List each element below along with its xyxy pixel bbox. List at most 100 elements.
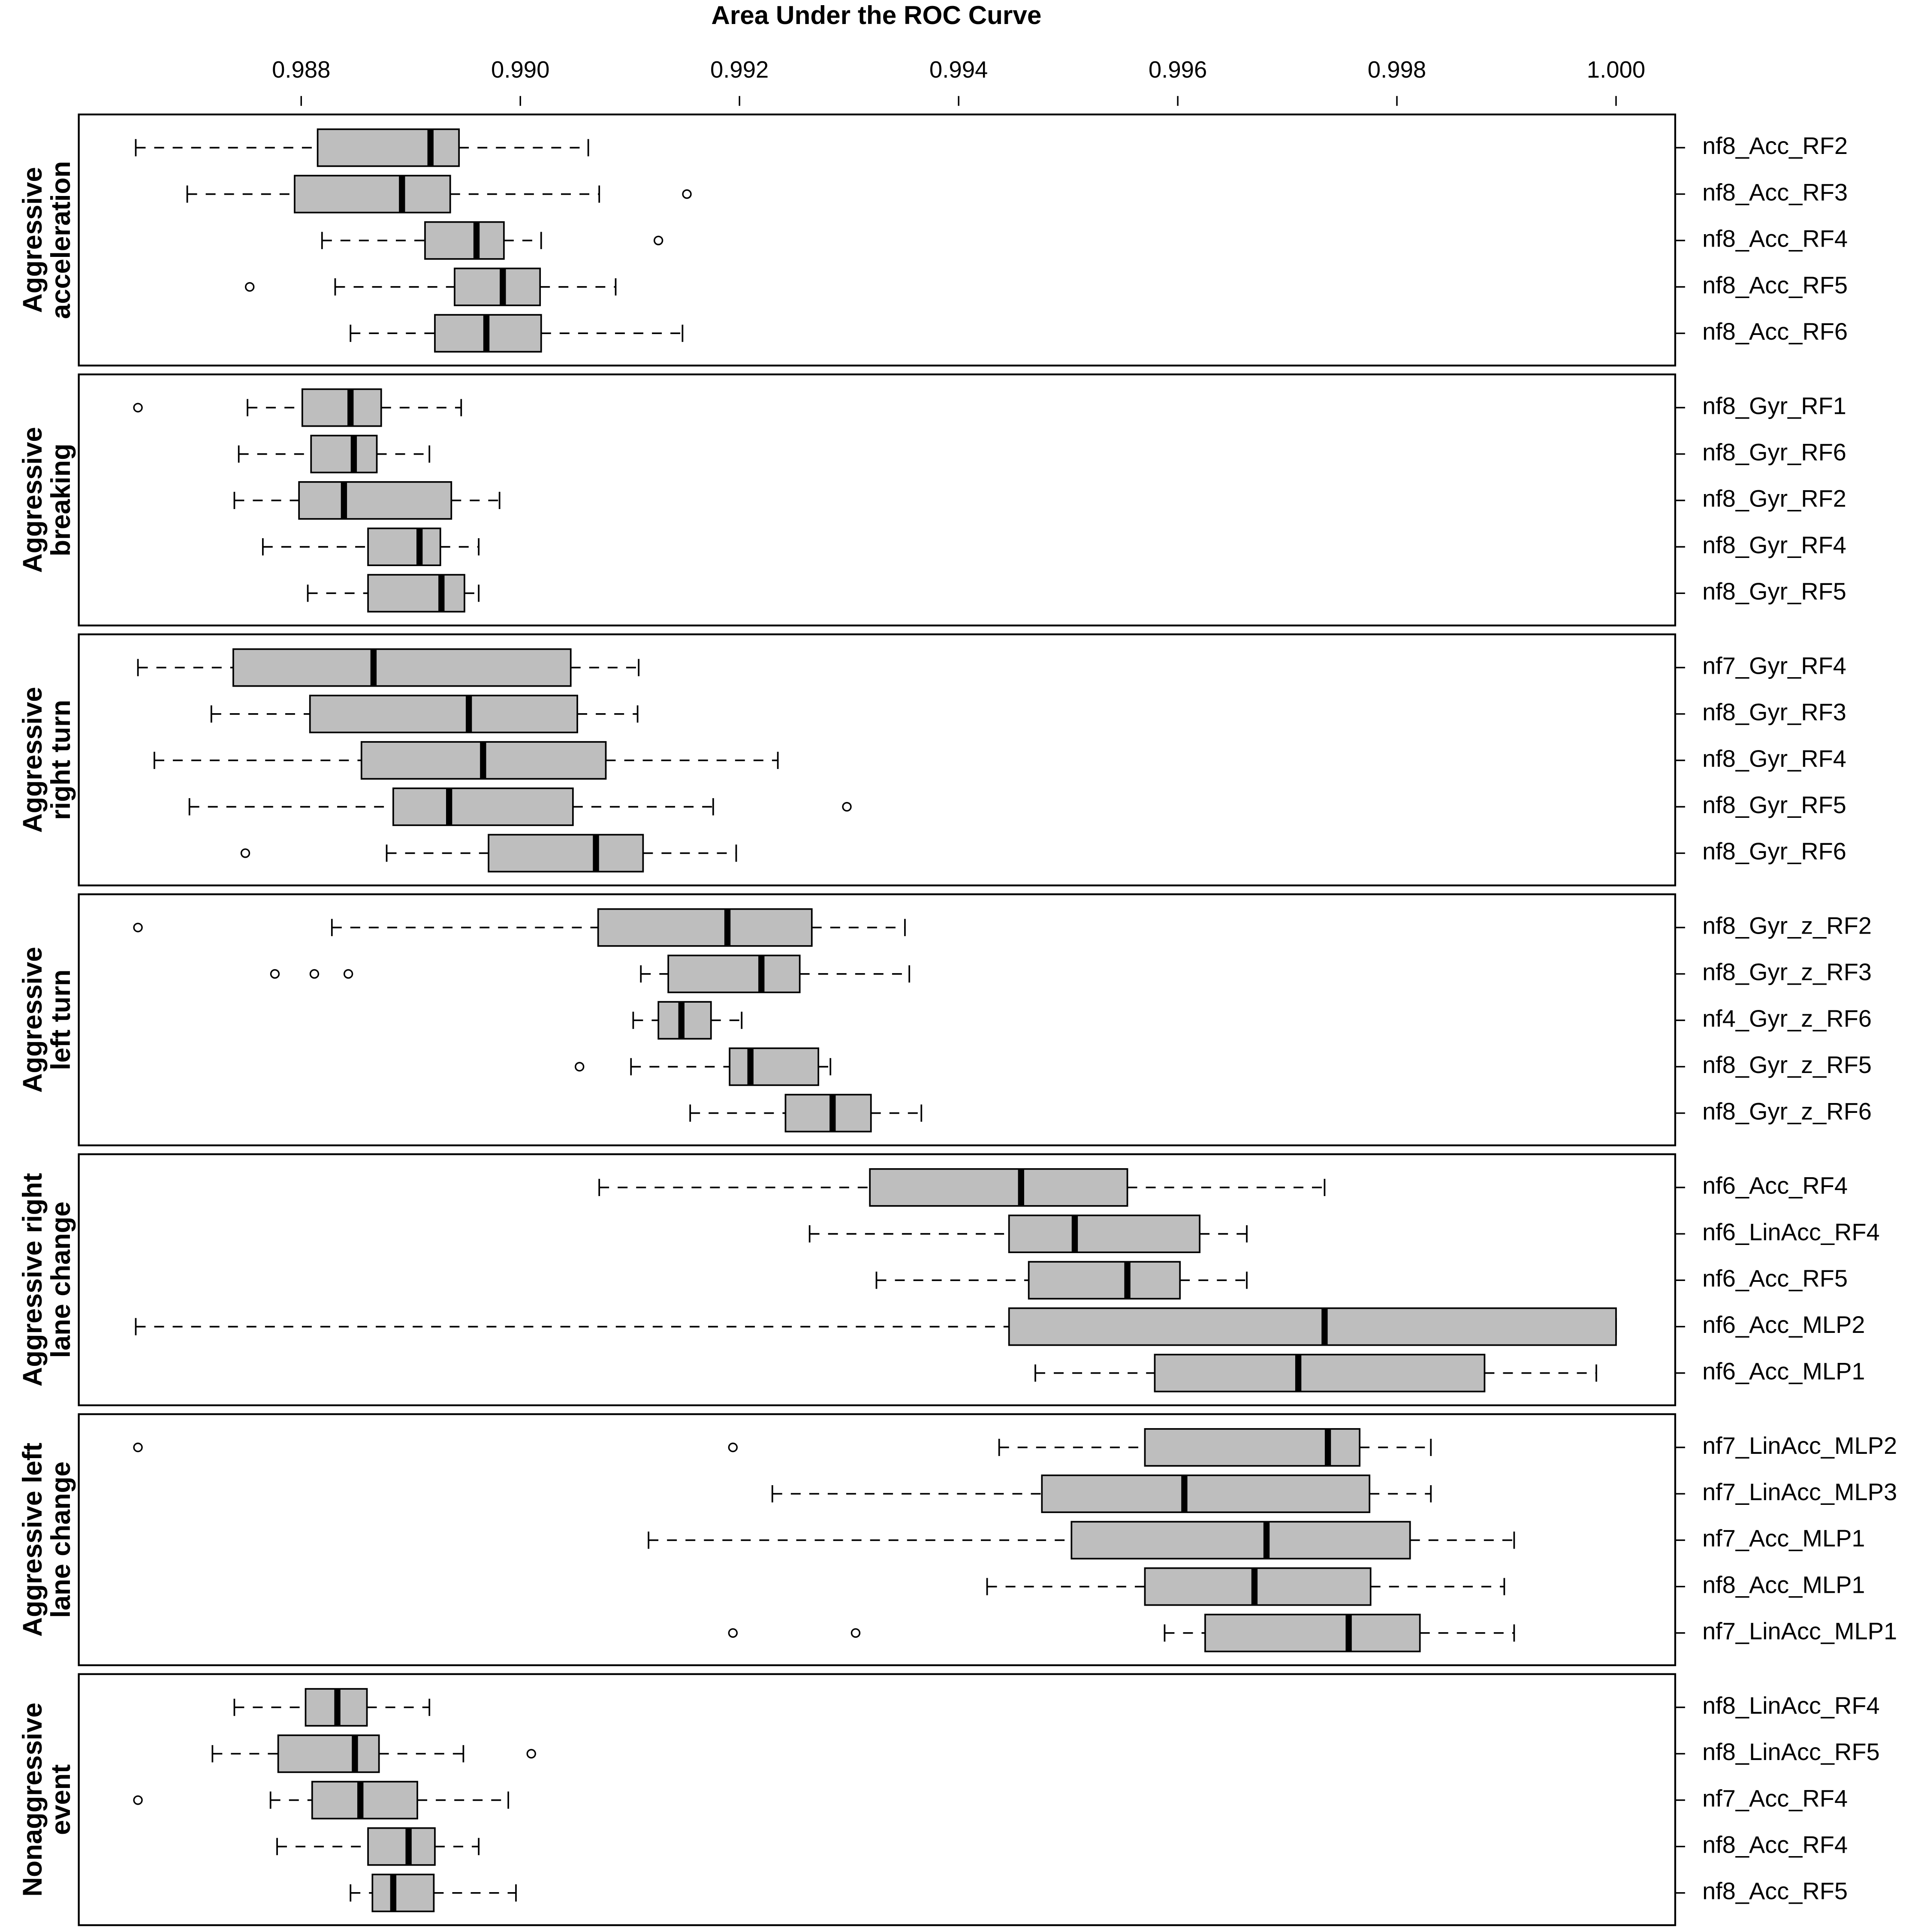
y-tick-label: nf8_Gyr_RF4 (1702, 745, 1846, 772)
panel-label: event (46, 1764, 76, 1835)
outlier (245, 282, 255, 292)
outlier (574, 1062, 585, 1072)
panel-label: right turn (46, 700, 76, 820)
x-tick-label: 0.994 (929, 57, 988, 83)
y-tick-label: nf8_Gyr_RF1 (1702, 392, 1846, 419)
box (1028, 1261, 1181, 1300)
outlier (240, 848, 250, 858)
box (1204, 1613, 1421, 1652)
x-tick-label: 0.990 (491, 57, 549, 83)
box (294, 175, 451, 214)
box (657, 1001, 712, 1040)
y-tick-label: nf8_Gyr_RF2 (1702, 485, 1846, 512)
y-tick-label: nf8_Gyr_z_RF2 (1702, 912, 1872, 939)
x-tick-label: 0.996 (1149, 57, 1207, 83)
y-tick-label: nf7_Acc_MLP1 (1702, 1525, 1865, 1552)
box (298, 481, 452, 520)
box (1144, 1567, 1372, 1606)
box (1041, 1474, 1371, 1513)
outlier (270, 969, 280, 979)
panel-label: breaking (46, 443, 76, 556)
panel-label: lane change (46, 1462, 76, 1618)
box (367, 1827, 436, 1866)
box (424, 221, 505, 260)
box (367, 527, 441, 567)
panel-frame (78, 893, 1677, 1146)
box (488, 834, 644, 873)
y-tick-label: nf7_LinAcc_MLP3 (1702, 1478, 1897, 1505)
box (232, 648, 572, 687)
outlier (653, 235, 663, 245)
panel-label: Aggressive (18, 947, 48, 1093)
y-tick-label: nf6_LinAcc_RF4 (1702, 1218, 1880, 1245)
y-tick-label: nf8_Acc_RF5 (1702, 271, 1848, 298)
x-tick-label: 0.992 (710, 57, 769, 83)
box (311, 1781, 418, 1820)
panel-label: acceleration (46, 161, 76, 319)
outlier (343, 969, 353, 979)
box (367, 574, 465, 613)
y-tick-label: nf8_Gyr_z_RF3 (1702, 958, 1872, 986)
panel-label: Aggressive left (18, 1443, 48, 1637)
box (1144, 1428, 1361, 1467)
x-tick-label: 0.988 (272, 57, 330, 83)
box (869, 1168, 1128, 1207)
outlier (682, 189, 692, 199)
y-tick-label: nf8_Acc_MLP1 (1702, 1571, 1865, 1598)
outlier (728, 1628, 738, 1638)
y-tick-label: nf8_Gyr_RF6 (1702, 838, 1846, 865)
panel-label: Aggressive (18, 167, 48, 313)
box (454, 268, 541, 306)
y-tick-label: nf8_Gyr_z_RF5 (1702, 1051, 1872, 1078)
y-tick-label: nf4_Gyr_z_RF6 (1702, 1005, 1872, 1032)
y-tick-label: nf8_Gyr_RF4 (1702, 531, 1846, 558)
box (729, 1047, 819, 1086)
y-tick-label: nf7_Gyr_RF4 (1702, 652, 1846, 679)
y-tick-label: nf8_Gyr_RF5 (1702, 791, 1846, 818)
outlier (842, 802, 852, 812)
panel-label: Aggressive (18, 687, 48, 833)
box (392, 787, 574, 826)
outlier (133, 922, 143, 932)
box (667, 955, 801, 993)
box (277, 1734, 380, 1773)
box (301, 388, 382, 427)
box (1154, 1353, 1486, 1392)
box (371, 1873, 435, 1912)
outlier (728, 1442, 738, 1453)
y-tick-label: nf7_Acc_RF4 (1702, 1784, 1848, 1811)
panel-label: Aggressive right (18, 1173, 48, 1386)
y-tick-label: nf8_LinAcc_RF5 (1702, 1738, 1880, 1765)
outlier (133, 1795, 143, 1805)
y-tick-label: nf8_Acc_RF3 (1702, 178, 1848, 205)
outlier (133, 403, 143, 413)
box (1071, 1521, 1411, 1560)
y-tick-label: nf6_Acc_MLP2 (1702, 1311, 1865, 1338)
outlier (850, 1628, 861, 1638)
box (309, 694, 578, 733)
y-tick-label: nf8_Acc_RF6 (1702, 318, 1848, 345)
y-tick-label: nf6_Acc_RF5 (1702, 1265, 1848, 1292)
y-tick-label: nf8_Acc_RF2 (1702, 132, 1848, 159)
y-tick-label: nf8_Gyr_RF3 (1702, 699, 1846, 726)
x-tick-label: 1.000 (1587, 57, 1645, 83)
panel-label: Aggressive (18, 427, 48, 573)
y-tick-label: nf8_Acc_RF4 (1702, 1831, 1848, 1858)
y-tick-label: nf7_LinAcc_MLP1 (1702, 1618, 1897, 1645)
panel-label: Nonaggressive (18, 1703, 48, 1897)
y-tick-label: nf6_Acc_RF4 (1702, 1172, 1848, 1199)
box (1008, 1307, 1617, 1346)
box (310, 434, 378, 473)
y-tick-label: nf7_LinAcc_MLP2 (1702, 1432, 1897, 1459)
box (784, 1094, 872, 1133)
y-tick-label: nf6_Acc_MLP1 (1702, 1357, 1865, 1384)
box (1008, 1215, 1201, 1253)
y-tick-label: nf8_Acc_RF4 (1702, 225, 1848, 252)
outlier (133, 1442, 143, 1453)
box (597, 908, 813, 947)
y-tick-label: nf8_Gyr_z_RF6 (1702, 1097, 1872, 1124)
y-tick-label: nf8_Gyr_RF5 (1702, 578, 1846, 605)
outlier (526, 1749, 536, 1759)
